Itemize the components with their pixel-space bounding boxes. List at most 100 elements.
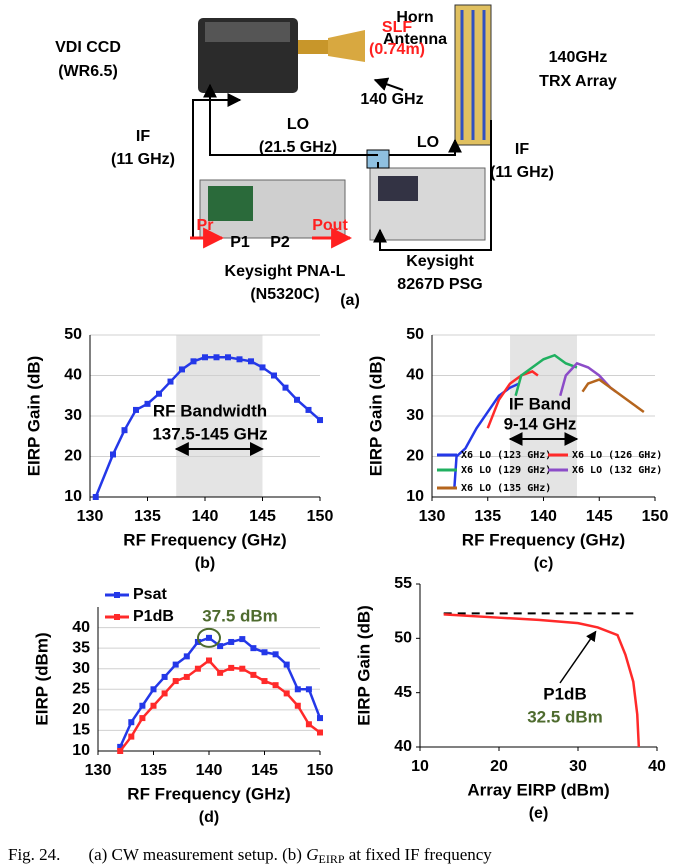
label: SLF <box>382 19 412 36</box>
label: Keysight <box>406 253 474 270</box>
x-tick-label: 140 <box>192 508 219 525</box>
marker <box>283 661 290 668</box>
array-stripes <box>460 10 486 140</box>
label: (WR6.5) <box>58 63 118 80</box>
x-tick-label: 135 <box>474 508 501 525</box>
series-line <box>443 613 641 748</box>
marker <box>228 638 235 645</box>
marker <box>271 372 277 379</box>
marker <box>172 661 179 668</box>
marker <box>117 748 124 754</box>
legend-label: Psat <box>133 586 167 603</box>
marker <box>305 721 312 728</box>
marker <box>179 366 185 373</box>
y-tick-label: 50 <box>394 630 412 647</box>
y-tick-label: 35 <box>72 639 90 656</box>
annotation: 32.5 dBm <box>527 707 603 726</box>
x-tick-label: 140 <box>196 762 223 779</box>
legend-label: P1dB <box>133 608 174 625</box>
marker <box>294 702 301 709</box>
panel-label: (d) <box>199 809 219 826</box>
label: (11 GHz) <box>490 164 554 181</box>
caption: Fig. 24. (a) CW measurement setup. (b) GE… <box>8 845 492 866</box>
caption-subscript: EIRP <box>319 852 345 866</box>
label: Antenna <box>383 31 447 48</box>
x-tick-label: 10 <box>411 758 429 775</box>
marker <box>239 665 246 672</box>
label: IF <box>136 128 150 145</box>
y-tick-label: 30 <box>64 407 82 424</box>
marker <box>294 686 301 693</box>
marker <box>282 384 289 391</box>
pna-screen <box>208 186 253 221</box>
marker <box>183 673 190 680</box>
x-tick-label: 130 <box>77 508 104 525</box>
label: Pr <box>197 217 214 234</box>
panel-label: (e) <box>529 805 549 822</box>
x-tick-label: 145 <box>251 762 278 779</box>
y-tick-label: 10 <box>72 742 90 759</box>
legend-marker <box>114 592 120 598</box>
marker <box>172 678 179 685</box>
label: LO <box>417 134 439 151</box>
label: Keysight PNA-L <box>225 263 346 280</box>
marker <box>217 669 224 676</box>
x-axis-label: RF Frequency (GHz) <box>123 530 286 549</box>
y-axis-label: EIRP (dBm) <box>32 632 51 725</box>
y-tick-label: 40 <box>394 738 412 755</box>
marker <box>206 634 212 641</box>
y-tick-label: 30 <box>406 407 424 424</box>
y-tick-label: 20 <box>72 701 90 718</box>
caption-text: (a) CW measurement setup. (b) <box>88 845 306 864</box>
x-tick-label: 145 <box>586 508 613 525</box>
marker <box>259 364 266 371</box>
legend-label: X6 LO (129 GHz) <box>461 465 551 476</box>
marker <box>248 358 254 365</box>
label: 8267D PSG <box>397 276 482 293</box>
marker <box>261 678 268 685</box>
marker <box>194 665 201 672</box>
series-line <box>514 353 578 397</box>
x-tick-label: 150 <box>307 508 334 525</box>
marker <box>239 636 246 643</box>
setup-diagram: Horn Antenna VDI CCD (WR6.5) SLF (0.74m)… <box>55 4 617 309</box>
y-tick-label: 20 <box>406 448 424 465</box>
x-tick-label: 150 <box>307 762 334 779</box>
marker <box>161 690 168 697</box>
marker <box>156 390 162 397</box>
pointer-arrow <box>559 630 597 684</box>
label: VDI CCD <box>55 39 121 56</box>
highlight-circle <box>197 627 221 648</box>
psg-screen <box>378 176 418 201</box>
label: P2 <box>270 234 290 251</box>
caption-rest: at fixed IF frequency <box>345 845 493 864</box>
marker <box>213 354 220 361</box>
x-axis-label: RF Frequency (GHz) <box>462 530 625 549</box>
x-tick-label: 135 <box>140 762 167 779</box>
panel-label: (b) <box>195 555 215 572</box>
marker <box>236 356 243 363</box>
x-tick-label: 145 <box>249 508 276 525</box>
label: (11 GHz) <box>111 151 175 168</box>
x-tick-label: 135 <box>134 508 161 525</box>
label: 140 GHz <box>360 91 423 108</box>
marker <box>228 664 235 671</box>
marker <box>183 653 190 660</box>
label: Horn <box>396 9 433 26</box>
marker <box>128 733 135 740</box>
label: Pout <box>312 217 348 234</box>
label: (N5320C) <box>250 286 319 303</box>
series-line <box>486 370 539 429</box>
marker <box>317 729 323 736</box>
horn-antenna <box>328 30 365 62</box>
marker <box>305 406 312 413</box>
annotation: 37.5 dBm <box>202 606 278 625</box>
marker <box>144 400 151 407</box>
y-axis-label: EIRP Gain (dB) <box>24 356 43 477</box>
marker <box>283 690 290 697</box>
series-line <box>453 382 520 489</box>
marker <box>294 396 300 403</box>
marker <box>225 354 231 361</box>
label: (21.5 GHz) <box>259 139 337 156</box>
